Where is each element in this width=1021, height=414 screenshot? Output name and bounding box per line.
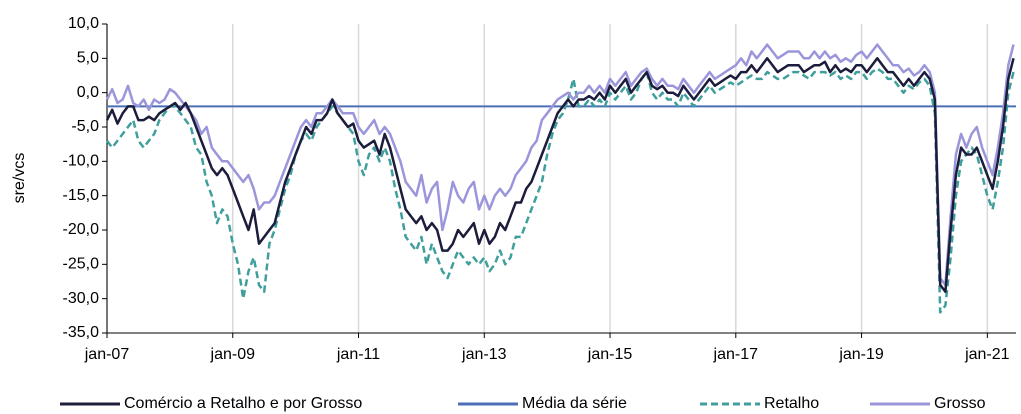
y-tick-label: -30,0 [63,290,100,307]
y-tick-label: -25,0 [63,256,100,273]
y-tick-label: -35,0 [63,324,100,341]
series-line [106,67,1015,314]
legend-label: Média da série [522,395,627,412]
x-tick-label: jan-17 [713,346,759,363]
y-tick-label: 10,0 [68,15,99,32]
x-tick-label: jan-19 [838,346,884,363]
y-tick-label: 0,0 [77,84,99,101]
y-tick-label: -15,0 [63,187,100,204]
y-tick-label: -20,0 [63,221,100,238]
y-axis-label: sre/vcs [11,153,28,204]
y-tick-label: 5,0 [77,50,99,67]
legend-label: Grosso [934,395,986,412]
x-tick-label: jan-09 [210,346,256,363]
x-tick-label: jan-15 [587,346,633,363]
series-line [105,43,1015,287]
y-tick-label: -5,0 [71,118,99,135]
x-tick-label: jan-21 [964,346,1010,363]
y-tick-label: -10,0 [63,153,100,170]
series-line [105,57,1015,294]
x-tick-label: jan-11 [336,346,380,363]
legend-label: Retalho [764,395,819,412]
x-tick-label: jan-13 [461,346,507,363]
x-tick-label: jan-07 [84,346,130,363]
legend-label: Comércio a Retalho e por Grosso [124,395,362,412]
